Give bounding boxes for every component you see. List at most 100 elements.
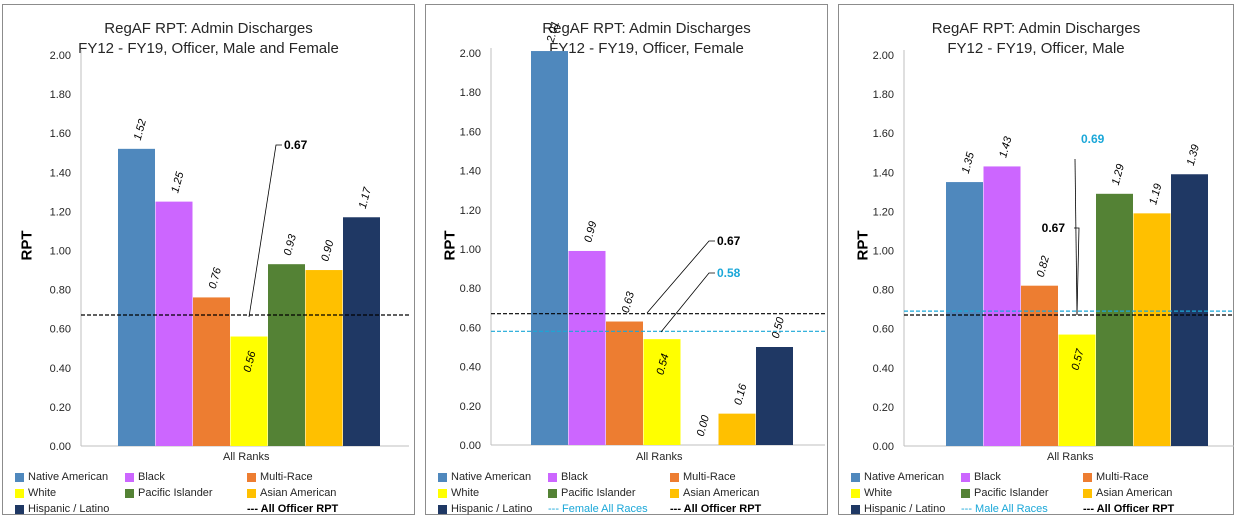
legend-label: Native American bbox=[864, 471, 945, 483]
data-label: 1.52 bbox=[132, 118, 149, 142]
legend-label: Asian American bbox=[683, 487, 760, 499]
y-tick-label: 1.20 bbox=[50, 206, 71, 218]
data-label: 0.90 bbox=[319, 238, 336, 263]
bar-hispanic-latino bbox=[756, 347, 793, 445]
y-tick-label: 0.60 bbox=[873, 324, 894, 336]
chart-title-line-2: FY12 - FY19, Officer, Male bbox=[947, 40, 1125, 57]
y-tick-label: 1.00 bbox=[460, 244, 481, 256]
legend-item: Multi-Race bbox=[1083, 471, 1149, 483]
legend-label: White bbox=[451, 487, 480, 499]
legend-swatch bbox=[961, 488, 970, 498]
data-label: 1.29 bbox=[1110, 163, 1127, 187]
legend-swatch bbox=[851, 472, 860, 482]
bar-native-american bbox=[118, 148, 155, 446]
legend-swatch bbox=[438, 504, 447, 514]
data-label: 0.50 bbox=[770, 315, 787, 340]
legend-label: Hispanic / Latino bbox=[451, 503, 533, 515]
y-tick-label: 1.60 bbox=[873, 128, 894, 140]
leader-line bbox=[660, 272, 715, 333]
legend-swatch bbox=[438, 488, 447, 498]
legend-line-item: --- Male All Races bbox=[961, 503, 1048, 515]
legend-line-item: --- Female All Races bbox=[548, 503, 648, 515]
bar-asian-american bbox=[1133, 213, 1171, 446]
chart-title: RegAF RPT: Admin Discharges FY12 - FY19,… bbox=[839, 19, 1233, 59]
legend-swatch bbox=[15, 488, 24, 498]
legend-label: Hispanic / Latino bbox=[28, 503, 110, 515]
legend-label: Black bbox=[974, 471, 1001, 483]
chart-panel-male: RegAF RPT: Admin Discharges FY12 - FY19,… bbox=[838, 4, 1234, 515]
y-tick-label: 2.00 bbox=[873, 50, 894, 62]
bar-chart-svg: 0.00 0.20 0.40 0.60 0.80 1.00 1.20 1.40 1.60 1.80… bbox=[460, 20, 825, 452]
bar-native-american bbox=[531, 51, 568, 445]
legend-label: Pacific Islander bbox=[138, 487, 213, 499]
y-tick-label: 0.20 bbox=[460, 401, 481, 413]
legend-swatch bbox=[670, 488, 679, 498]
bar-chart-svg: 0.00 0.20 0.40 0.60 0.80 1.00 1.20 1.40 1.60 1.80… bbox=[873, 50, 1234, 453]
data-label: 1.25 bbox=[169, 170, 186, 195]
legend-item: Native American bbox=[438, 471, 531, 483]
bar-multi-race bbox=[606, 321, 643, 445]
data-label: 1.35 bbox=[960, 150, 977, 175]
y-tick-label: 1.40 bbox=[50, 167, 71, 179]
legend-item: White bbox=[851, 487, 892, 499]
y-tick-label: 0.40 bbox=[873, 363, 894, 375]
legend-label: White bbox=[28, 487, 57, 499]
chart-title-line-2: FY12 - FY19, Officer, Female bbox=[549, 40, 744, 57]
reference-value-label: 0.58 bbox=[717, 266, 741, 280]
bar-hispanic-latino bbox=[343, 217, 380, 446]
legend-swatch bbox=[548, 472, 557, 482]
reference-value-label: 0.67 bbox=[284, 138, 308, 152]
legend-item: Asian American bbox=[1083, 487, 1172, 499]
legend-item: Native American bbox=[851, 471, 944, 483]
chart-title-line-1: RegAF RPT: Admin Discharges bbox=[931, 20, 1141, 37]
legend-label: Asian American bbox=[1096, 487, 1173, 499]
legend-item: Asian American bbox=[247, 487, 336, 499]
data-label: 1.17 bbox=[357, 185, 374, 210]
data-label: 2.01 bbox=[545, 20, 562, 45]
data-label: 0.63 bbox=[620, 290, 637, 315]
legend-swatch bbox=[15, 504, 24, 514]
y-tick-label: 1.60 bbox=[460, 126, 481, 138]
legend-item: Hispanic / Latino bbox=[851, 503, 945, 515]
y-tick-label: 0.20 bbox=[873, 402, 894, 414]
legend-swatch bbox=[15, 472, 24, 482]
legend-label: Multi-Race bbox=[1096, 471, 1149, 483]
y-tick-label: 0.40 bbox=[50, 363, 71, 375]
legend-swatch bbox=[247, 488, 256, 498]
x-axis-category-label: All Ranks bbox=[636, 451, 683, 463]
legend-line-item: --- All Officer RPT bbox=[247, 503, 339, 515]
legend-label: White bbox=[864, 487, 893, 499]
legend-swatch bbox=[851, 488, 860, 498]
legend-line-item: --- All Officer RPT bbox=[1083, 503, 1175, 515]
legend-item: Pacific Islander bbox=[548, 487, 636, 499]
y-tick-label: 0.20 bbox=[50, 402, 71, 414]
legend-item: Pacific Islander bbox=[125, 487, 213, 499]
y-tick-label: 2.00 bbox=[460, 48, 481, 60]
bar-multi-race bbox=[1021, 285, 1058, 446]
y-tick-label: 0.00 bbox=[873, 441, 894, 453]
y-tick-label: 1.00 bbox=[873, 246, 894, 258]
bar-black bbox=[155, 201, 193, 446]
data-label: 0.82 bbox=[1035, 255, 1052, 279]
legend-swatch bbox=[438, 472, 447, 482]
legend-line-item: --- All Officer RPT bbox=[670, 503, 762, 515]
legend-item: Black bbox=[548, 471, 588, 483]
legend-swatch bbox=[670, 472, 679, 482]
leader-line bbox=[1074, 158, 1078, 316]
data-label: 0.93 bbox=[282, 232, 299, 257]
chart-title: RegAF RPT: Admin Discharges FY12 - FY19,… bbox=[426, 19, 827, 59]
bar-chart-svg: 0.00 0.20 0.40 0.60 0.80 1.00 1.20 1.40 1.60 1.80… bbox=[50, 50, 409, 453]
data-label: 0.57 bbox=[1070, 347, 1087, 372]
y-tick-label: 1.00 bbox=[50, 246, 71, 258]
chart-panel-all: RegAF RPT: Admin Discharges FY12 - FY19,… bbox=[2, 4, 415, 515]
y-tick-label: 1.40 bbox=[873, 167, 894, 179]
legend-label: Black bbox=[561, 471, 588, 483]
legend-item: Asian American bbox=[670, 487, 759, 499]
legend-item: Multi-Race bbox=[247, 471, 313, 483]
bar-pacific-islander bbox=[1096, 193, 1133, 446]
legend-item: Black bbox=[961, 471, 1001, 483]
legend-label: Native American bbox=[451, 471, 532, 483]
reference-value-label: 0.67 bbox=[717, 234, 741, 248]
y-tick-label: 1.20 bbox=[460, 205, 481, 217]
y-tick-label: 0.40 bbox=[460, 362, 481, 374]
